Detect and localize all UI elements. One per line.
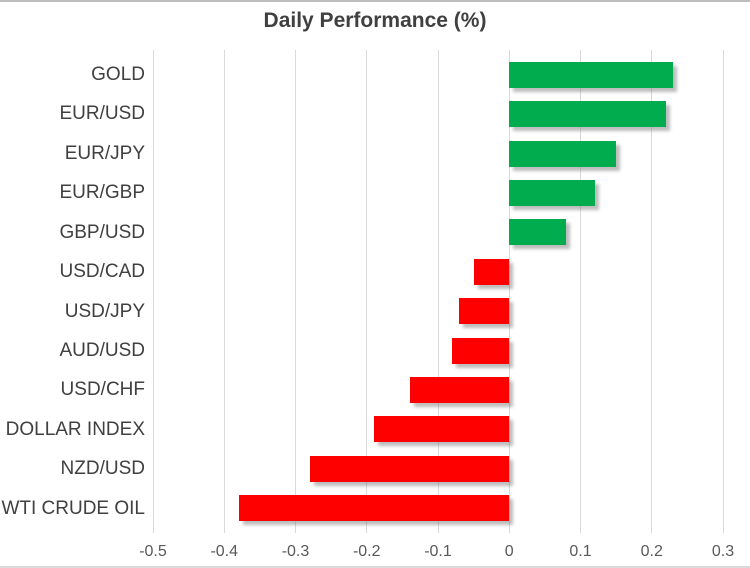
bar-usd-jpy — [459, 298, 510, 325]
category-label: EUR/USD — [59, 103, 145, 125]
category-label: EUR/JPY — [64, 142, 145, 164]
category-label: NZD/USD — [60, 458, 145, 480]
gridline — [580, 50, 581, 533]
x-tick-label: 0 — [504, 543, 514, 560]
x-tick-label: 0.1 — [569, 543, 592, 560]
bar-nzd-usd — [309, 455, 510, 482]
category-label: AUD/USD — [59, 339, 145, 361]
x-tick-label: -0.1 — [424, 543, 452, 560]
bar-gold — [509, 61, 674, 88]
bar-gbp-usd — [509, 219, 567, 246]
bar-eur-usd — [509, 101, 666, 128]
category-label: GBP/USD — [59, 221, 145, 243]
category-label: EUR/GBP — [59, 182, 145, 204]
gridline — [366, 50, 368, 533]
bar-eur-gbp — [509, 179, 595, 206]
category-label: USD/CAD — [59, 261, 145, 283]
x-tick-label: -0.5 — [139, 543, 167, 560]
bar-dollar-index — [373, 416, 510, 443]
bar-eur-jpy — [509, 140, 617, 167]
category-label: GOLD — [91, 64, 145, 85]
category-label: USD/CHF — [60, 379, 145, 401]
gridline — [437, 50, 439, 533]
bar-usd-cad — [473, 258, 510, 285]
category-label: USD/JPY — [64, 300, 145, 322]
bar-wti-crude-oil — [238, 495, 510, 522]
gridline — [651, 50, 653, 533]
gridline — [223, 50, 225, 533]
x-tick-label: 0.2 — [640, 543, 663, 560]
gridline — [722, 50, 724, 533]
gridline — [508, 50, 510, 533]
gridline — [152, 50, 154, 533]
chart-title: Daily Performance (%) — [263, 9, 487, 32]
x-tick-label: -0.3 — [281, 543, 310, 560]
x-tick-label: 0.3 — [711, 543, 735, 560]
x-tick-label: -0.4 — [210, 543, 239, 560]
x-tick-label: -0.2 — [352, 543, 381, 560]
bar-usd-chf — [409, 377, 510, 404]
bar-aud-usd — [452, 337, 510, 364]
category-label: DOLLAR INDEX — [5, 418, 145, 440]
gridline — [295, 50, 296, 533]
category-label: WTI CRUDE OIL — [1, 497, 145, 519]
